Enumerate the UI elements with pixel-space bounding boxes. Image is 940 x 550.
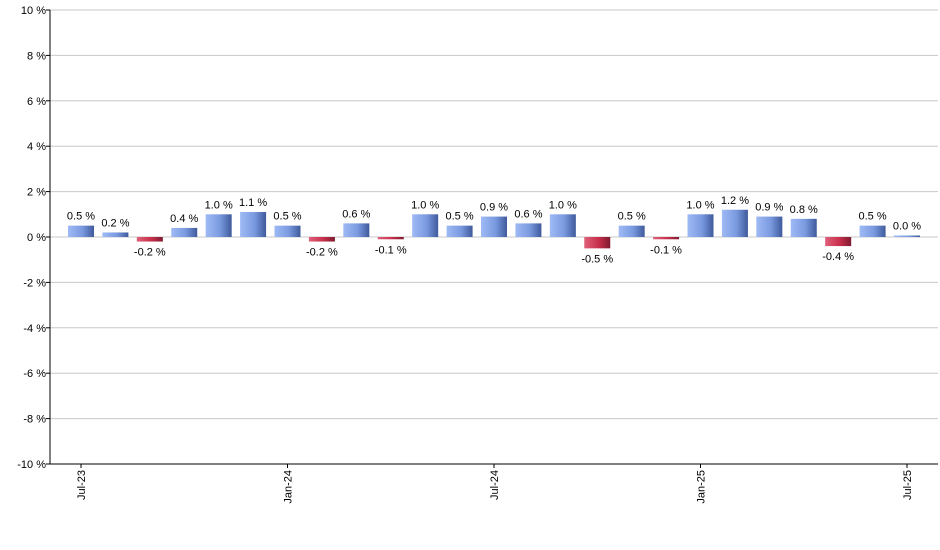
- bar-sep-23: [136, 237, 163, 242]
- bar-may-25: [825, 237, 852, 247]
- bar-jul-23: [68, 225, 94, 237]
- data-label: 0.5 %: [446, 211, 474, 223]
- bar-oct-24: [584, 237, 611, 249]
- data-label: 0.5 %: [618, 211, 646, 223]
- data-label: 0.0 %: [893, 221, 921, 233]
- bar-feb-25: [721, 209, 748, 237]
- bar-jul-25: [894, 235, 920, 237]
- bar-apr-24: [377, 237, 404, 240]
- bar-aug-24: [515, 223, 542, 237]
- y-tick-label: -8 %: [23, 414, 46, 426]
- y-tick-label: 0 %: [27, 232, 46, 244]
- data-label: -0.4 %: [822, 251, 854, 263]
- y-tick-label: -10 %: [17, 459, 46, 471]
- bar-jan-24: [274, 225, 301, 237]
- data-label: -0.1 %: [650, 244, 682, 256]
- data-label: -0.2 %: [134, 247, 166, 259]
- data-label: -0.2 %: [306, 247, 338, 259]
- y-tick-label: -2 %: [23, 277, 46, 289]
- x-tick-label: Jul-23: [76, 470, 88, 500]
- bar-mar-24: [343, 223, 370, 237]
- y-tick-label: -4 %: [23, 323, 46, 335]
- bar-jan-25: [687, 214, 714, 237]
- data-label: 1.0 %: [686, 199, 714, 211]
- bar-oct-23: [171, 227, 198, 237]
- data-label: 0.5 %: [859, 211, 887, 223]
- data-label: 1.1 %: [239, 197, 267, 209]
- x-tick-label: Jan-25: [696, 470, 708, 504]
- bar-nov-24: [618, 225, 645, 237]
- y-tick-label: 8 %: [27, 50, 46, 62]
- bar-may-24: [412, 214, 439, 237]
- bar-dec-24: [653, 237, 680, 240]
- data-label: 0.6 %: [514, 208, 542, 220]
- bar-apr-25: [790, 218, 817, 237]
- bar-jun-24: [446, 225, 473, 237]
- bar-mar-25: [756, 216, 783, 237]
- x-axis-tick-labels: Jul-23 Jan-24 Jul-24 Jan-25 Jul-25: [76, 464, 914, 504]
- y-axis-tick-labels: 10 % 8 % 6 % 4 % 2 % 0 % -2 % -4 % -6 % -8 % -10 %: [17, 5, 50, 471]
- y-tick-label: 4 %: [27, 141, 46, 153]
- y-tick-label: 6 %: [27, 96, 46, 108]
- bar-aug-23: [102, 232, 129, 237]
- bar-jul-24: [481, 216, 507, 237]
- y-tick-label: -6 %: [23, 368, 46, 380]
- data-label: 1.0 %: [411, 199, 439, 211]
- x-tick-label: Jan-24: [283, 470, 295, 504]
- x-tick-label: Jul-24: [489, 470, 501, 500]
- bar-nov-23: [205, 214, 232, 237]
- data-label: -0.1 %: [375, 244, 407, 256]
- data-label: 0.8 %: [790, 204, 818, 216]
- bar-feb-24: [308, 237, 335, 242]
- data-label: 0.4 %: [170, 213, 198, 225]
- bars: [68, 209, 920, 249]
- y-tick-label: 10 %: [21, 5, 46, 17]
- data-label: 0.9 %: [480, 202, 508, 214]
- data-label: 0.6 %: [342, 208, 370, 220]
- data-label: 0.9 %: [755, 202, 783, 214]
- data-label: 0.5 %: [273, 211, 301, 223]
- data-label: -0.5 %: [581, 253, 613, 265]
- data-label: 0.2 %: [101, 217, 129, 229]
- bar-jun-25: [859, 225, 886, 237]
- data-label: 1.2 %: [721, 195, 749, 207]
- bar-sep-24: [549, 214, 576, 237]
- data-label: 0.5 %: [67, 211, 95, 223]
- data-labels: 0.5 % 0.2 % -0.2 % 0.4 % 1.0 % 1.1 % 0.5 % -0.2…: [67, 195, 921, 266]
- data-label: 1.0 %: [205, 199, 233, 211]
- y-tick-label: 2 %: [27, 187, 46, 199]
- bar-dec-23: [240, 212, 267, 237]
- x-tick-label: Jul-25: [902, 470, 914, 500]
- data-label: 1.0 %: [549, 199, 577, 211]
